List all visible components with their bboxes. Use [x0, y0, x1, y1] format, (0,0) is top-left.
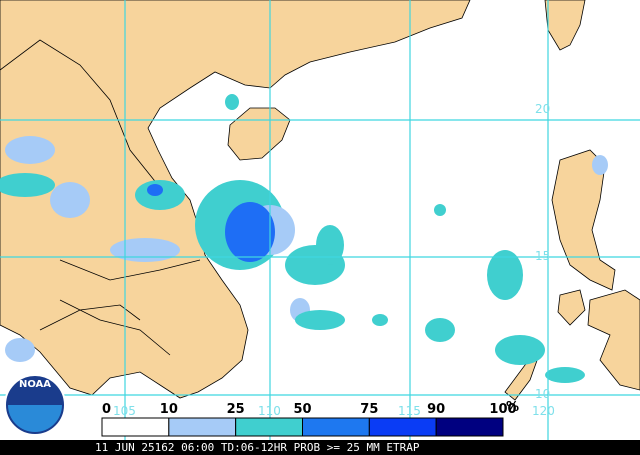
footer-bar [0, 440, 640, 455]
logo-water [8, 405, 62, 432]
legend-swatch [435, 417, 504, 437]
legend-label: 0 [102, 402, 111, 417]
precip-cell [225, 94, 239, 110]
precip-cell [434, 204, 446, 216]
precip-cell [147, 184, 163, 196]
legend-swatch [168, 417, 237, 437]
lon-label: 120 [532, 404, 555, 418]
legend-label: 90 [427, 402, 445, 417]
legend-swatch [235, 417, 304, 437]
precip-cell [487, 250, 523, 300]
mindoro [557, 289, 586, 326]
palawan [504, 350, 541, 401]
precip-cell [5, 136, 55, 164]
lat-label: 15 [535, 249, 550, 263]
legend-label: 50 [293, 402, 311, 417]
borders [0, 39, 201, 356]
logo-text: NOAA [19, 379, 51, 390]
precip-cell [545, 367, 585, 383]
legend-unit: % [506, 400, 519, 415]
lon-label: 115 [398, 404, 421, 418]
precip-cell [50, 182, 90, 218]
legend-label: 10 [160, 402, 178, 417]
precip-cell [316, 225, 344, 265]
lon-label: 105 [113, 404, 136, 418]
precip-cell [295, 310, 345, 330]
legend: 0 10 25 50 75 90 100 [101, 402, 517, 437]
legend-swatch [368, 417, 437, 437]
lon-label: 110 [258, 404, 281, 418]
precip-cell [0, 173, 55, 197]
legend-label: 25 [227, 402, 245, 417]
precip [0, 94, 608, 383]
precip-cell [495, 335, 545, 365]
lat-label: 20 [535, 102, 550, 116]
precip-cell [592, 155, 608, 175]
legend-swatch [302, 417, 370, 437]
footer-text: 11 JUN 25162 06:00 TD:06-12HR PROB >= 25… [95, 441, 420, 454]
legend-label: 100 [489, 402, 516, 417]
precip-cell [5, 338, 35, 362]
precip-cell [425, 318, 455, 342]
lat-label: 10 [535, 387, 550, 401]
visayas [587, 289, 640, 391]
precip-cell [225, 202, 275, 262]
hainan [227, 107, 291, 161]
precip-cell [135, 180, 185, 210]
legend-swatch [101, 417, 170, 437]
precip-cell [372, 314, 388, 326]
precip-cell [110, 238, 180, 262]
legend-label: 75 [360, 402, 378, 417]
